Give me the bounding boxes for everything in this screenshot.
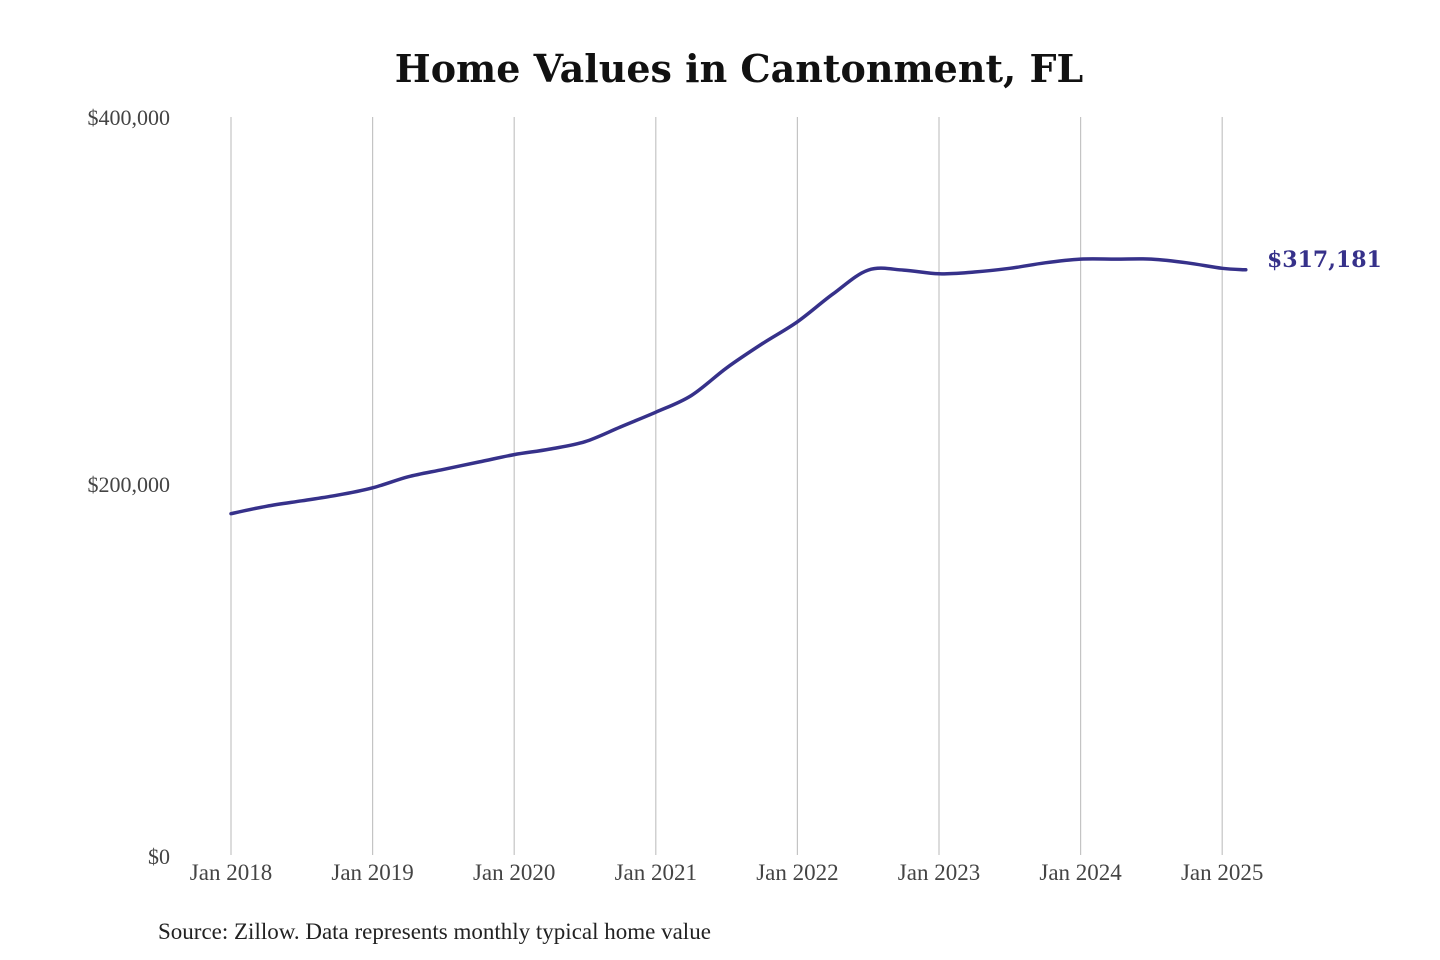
source-note: Source: Zillow. Data represents monthly … bbox=[158, 919, 711, 944]
y-axis-ticks: $400,000 $200,000 $0 bbox=[88, 105, 171, 869]
x-tick-label: Jan 2019 bbox=[331, 860, 413, 885]
x-tick-label: Jan 2023 bbox=[898, 860, 980, 885]
last-value-label: $317,181 bbox=[1267, 247, 1382, 273]
x-tick-label: Jan 2018 bbox=[190, 860, 272, 885]
y-tick-label: $0 bbox=[148, 844, 170, 869]
y-tick-label: $200,000 bbox=[88, 472, 171, 497]
chart-title: Home Values in Cantonment, FL bbox=[395, 46, 1083, 91]
y-tick-label: $400,000 bbox=[88, 105, 171, 130]
x-tick-label: Jan 2022 bbox=[756, 860, 838, 885]
x-tick-label: Jan 2025 bbox=[1181, 860, 1263, 885]
home-value-line bbox=[229, 257, 1248, 516]
x-tick-label: Jan 2020 bbox=[473, 860, 555, 885]
x-axis-ticks: Jan 2018 Jan 2019 Jan 2020 Jan 2021 Jan 2022… bbox=[190, 860, 1264, 885]
vertical-gridlines bbox=[230, 117, 1223, 855]
x-tick-label: Jan 2024 bbox=[1039, 860, 1122, 885]
x-tick-label: Jan 2021 bbox=[615, 860, 697, 885]
